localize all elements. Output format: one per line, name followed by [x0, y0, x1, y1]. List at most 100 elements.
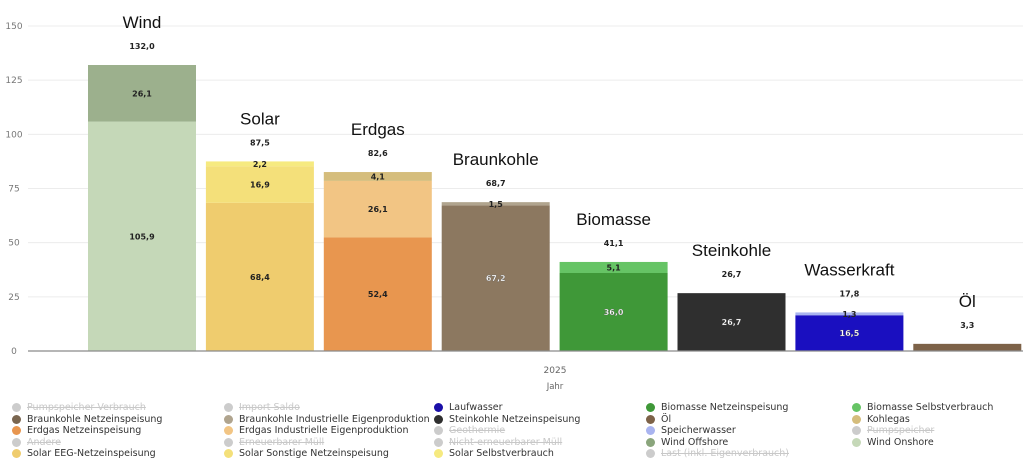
legend-item[interactable]: Wind Offshore	[646, 437, 728, 448]
category-label: Wasserkraft	[804, 260, 894, 279]
category-label: Öl	[959, 292, 976, 311]
bar-total-label: 68,7	[486, 179, 506, 188]
bar-segment[interactable]	[323, 237, 432, 351]
legend-label: Laufwasser	[449, 402, 503, 413]
legend-label: Solar EEG-Netzeinspeisung	[27, 448, 156, 459]
legend-label: Pumpspeicher	[867, 425, 935, 436]
segment-value-label: 16,5	[840, 329, 860, 338]
legend-marker-icon	[12, 426, 21, 435]
legend-label: Erdgas Netzeinspeisung	[27, 425, 142, 436]
legend-marker-icon	[852, 414, 861, 424]
segment-value-label: 1,5	[489, 200, 504, 209]
legend-marker-icon	[12, 403, 21, 412]
bar-segment[interactable]	[913, 343, 1022, 351]
legend-item[interactable]: Import Saldo	[224, 402, 300, 413]
bar-segment[interactable]	[88, 65, 196, 122]
legend-marker-icon	[852, 403, 861, 412]
segment-value-label: 26,7	[722, 318, 742, 327]
y-tick-label: 125	[5, 76, 22, 86]
segment-value-label: 36,0	[604, 308, 624, 317]
legend-label: Import Saldo	[239, 402, 300, 413]
bar-segment[interactable]	[441, 205, 550, 351]
segment-value-label: 5,1	[607, 263, 622, 272]
legend-marker-icon	[646, 414, 655, 424]
legend-item[interactable]: Biomasse Netzeinspeisung	[646, 402, 788, 413]
legend-label: Kohlegas	[867, 413, 910, 425]
segment-value-label: 4,1	[371, 172, 386, 181]
legend-item[interactable]: Pumpspeicher Verbrauch	[12, 402, 146, 413]
legend-marker-icon	[852, 437, 861, 447]
bar-total-label: 41,1	[604, 239, 624, 248]
legend-item[interactable]: Solar EEG-Netzeinspeisung	[12, 448, 156, 459]
legend-label: Biomasse Netzeinspeisung	[661, 402, 789, 413]
bar-segment[interactable]	[323, 172, 432, 181]
bar-segment[interactable]	[795, 312, 904, 316]
bar-total-label: 26,7	[722, 270, 742, 279]
legend-label: Nicht-erneuerbarer Müll	[449, 436, 563, 448]
legend-label: Wind Onshore	[867, 436, 934, 448]
legend-label: Pumpspeicher Verbrauch	[27, 402, 146, 413]
legend-item[interactable]: Speicherwasser	[646, 425, 736, 436]
data-labels: 105,9 26,1 132,0 Wind 68,4 16,9 2,2 87,5 Solar 52…	[123, 13, 976, 338]
bar-total-label: 17,8	[840, 289, 860, 298]
y-tick-label: 50	[8, 239, 20, 249]
bar-segment[interactable]	[441, 202, 550, 206]
legend-item[interactable]: Nicht-erneuerbarer Müll	[434, 437, 562, 448]
legend-marker-icon	[646, 437, 655, 447]
bar-segment[interactable]	[795, 315, 904, 351]
legend-label: Biomasse Selbstverbrauch	[867, 402, 994, 413]
legend-item[interactable]: Biomasse Selbstverbrauch	[852, 402, 993, 413]
y-tick-label: 0	[11, 347, 17, 357]
legend-item[interactable]: Erneuerbarer Müll	[224, 437, 324, 448]
legend-marker-icon	[434, 449, 443, 458]
legend-item[interactable]: Solar Selbstverbrauch	[434, 448, 554, 459]
category-label: Braunkohle	[453, 150, 539, 169]
legend-item[interactable]: Last (inkl. Eigenverbrauch)	[646, 448, 789, 459]
bars	[88, 65, 1022, 351]
legend-item[interactable]: Andere	[12, 437, 61, 448]
legend-label: Last (inkl. Eigenverbrauch)	[661, 448, 789, 459]
bar-segment[interactable]	[559, 273, 668, 351]
legend-item[interactable]: Geothermie	[434, 425, 505, 436]
legend-item[interactable]: Erdgas Industrielle Eigenproduktion	[224, 425, 409, 436]
legend-marker-icon	[12, 437, 21, 447]
legend-item[interactable]: Erdgas Netzeinspeisung	[12, 425, 141, 436]
legend-item[interactable]: Braunkohle Industrielle Eigenproduktion	[224, 414, 430, 425]
legend-label: Erneuerbarer Müll	[239, 436, 325, 448]
bar-segment[interactable]	[559, 261, 668, 273]
bar-segment[interactable]	[677, 293, 786, 351]
legend-marker-icon	[12, 449, 21, 458]
bar-total-label: 132,0	[129, 42, 155, 51]
legend: Pumpspeicher Verbrauch Import Saldo Laufwa…	[0, 402, 1023, 468]
segment-value-label: 16,9	[250, 180, 270, 189]
legend-label: Erdgas Industrielle Eigenproduktion	[239, 425, 409, 436]
legend-item[interactable]: Öl	[646, 414, 671, 425]
legend-marker-icon	[646, 449, 655, 458]
legend-marker-icon	[646, 426, 655, 435]
legend-marker-icon	[224, 449, 233, 458]
bar-segment[interactable]	[205, 166, 314, 203]
legend-label: Andere	[27, 436, 61, 448]
legend-item[interactable]: Braunkohle Netzeinspeisung	[12, 414, 162, 425]
bar-segment[interactable]	[205, 161, 314, 167]
segment-value-label: 52,4	[368, 290, 388, 299]
legend-item[interactable]: Steinkohle Netzeinspeisung	[434, 414, 580, 425]
bar-segment[interactable]	[205, 202, 314, 351]
legend-label: Solar Selbstverbrauch	[449, 448, 554, 459]
y-tick-label: 100	[5, 130, 22, 140]
legend-item[interactable]: Kohlegas	[852, 414, 910, 425]
legend-item[interactable]: Wind Onshore	[852, 437, 934, 448]
bar-total-label: 87,5	[250, 138, 270, 147]
legend-marker-icon	[434, 414, 443, 424]
category-label: Solar	[240, 109, 280, 128]
legend-item[interactable]: Pumpspeicher	[852, 425, 934, 436]
legend-item[interactable]: Laufwasser	[434, 402, 503, 413]
legend-item[interactable]: Solar Sonstige Netzeinspeisung	[224, 448, 389, 459]
legend-label: Speicherwasser	[661, 425, 736, 436]
x-axis-title: Jahr	[546, 382, 564, 392]
segment-value-label: 1,3	[842, 310, 856, 319]
bar-segment[interactable]	[323, 180, 432, 238]
legend-marker-icon	[434, 437, 443, 447]
bar-segment[interactable]	[88, 121, 196, 351]
